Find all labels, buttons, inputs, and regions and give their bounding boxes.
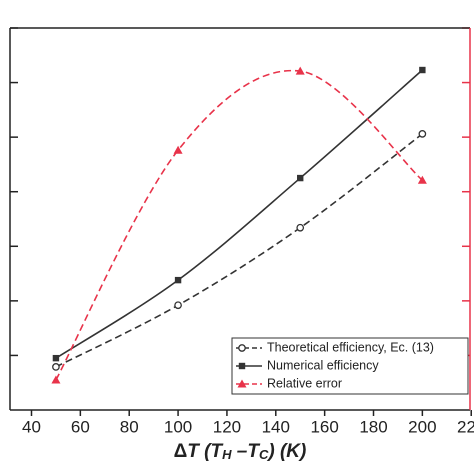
marker [418,130,427,138]
legend: Theoretical efficiency, Ec. (13) Numerica… [231,337,469,395]
marker [173,145,183,154]
marker [296,223,305,232]
x-tick-label: 220 [457,417,474,436]
series-line [55,133,423,368]
marker [417,175,427,184]
marker [52,354,60,362]
x-tick-label: 160 [310,417,338,436]
x-tick-label: 40 [22,417,41,436]
marker [297,174,304,182]
legend-label: Relative error [267,376,342,390]
x-tick-label: 100 [164,417,192,436]
x-tick-label: 200 [408,417,436,436]
legend-label: Theoretical efficiency, Ec. (13) [267,340,434,354]
marker [237,379,247,388]
marker [174,276,182,284]
marker [419,66,426,74]
series-line [55,69,423,381]
legend-label: Numerical efficiency [267,358,379,372]
marker [52,363,60,371]
marker [295,66,305,75]
x-tick-label: 60 [71,417,90,436]
marker [238,362,246,370]
legend-box [231,337,469,395]
marker [174,301,182,310]
marker [238,344,246,352]
x-tick-label: 120 [213,417,241,436]
marker [51,375,61,384]
x-axis-label: ΔT (TH –TC) (K) [174,441,307,462]
series-line [55,69,423,359]
x-tick-label: 180 [359,417,387,436]
x-tick-label: 140 [262,417,290,436]
x-tick-label: 80 [120,417,139,436]
